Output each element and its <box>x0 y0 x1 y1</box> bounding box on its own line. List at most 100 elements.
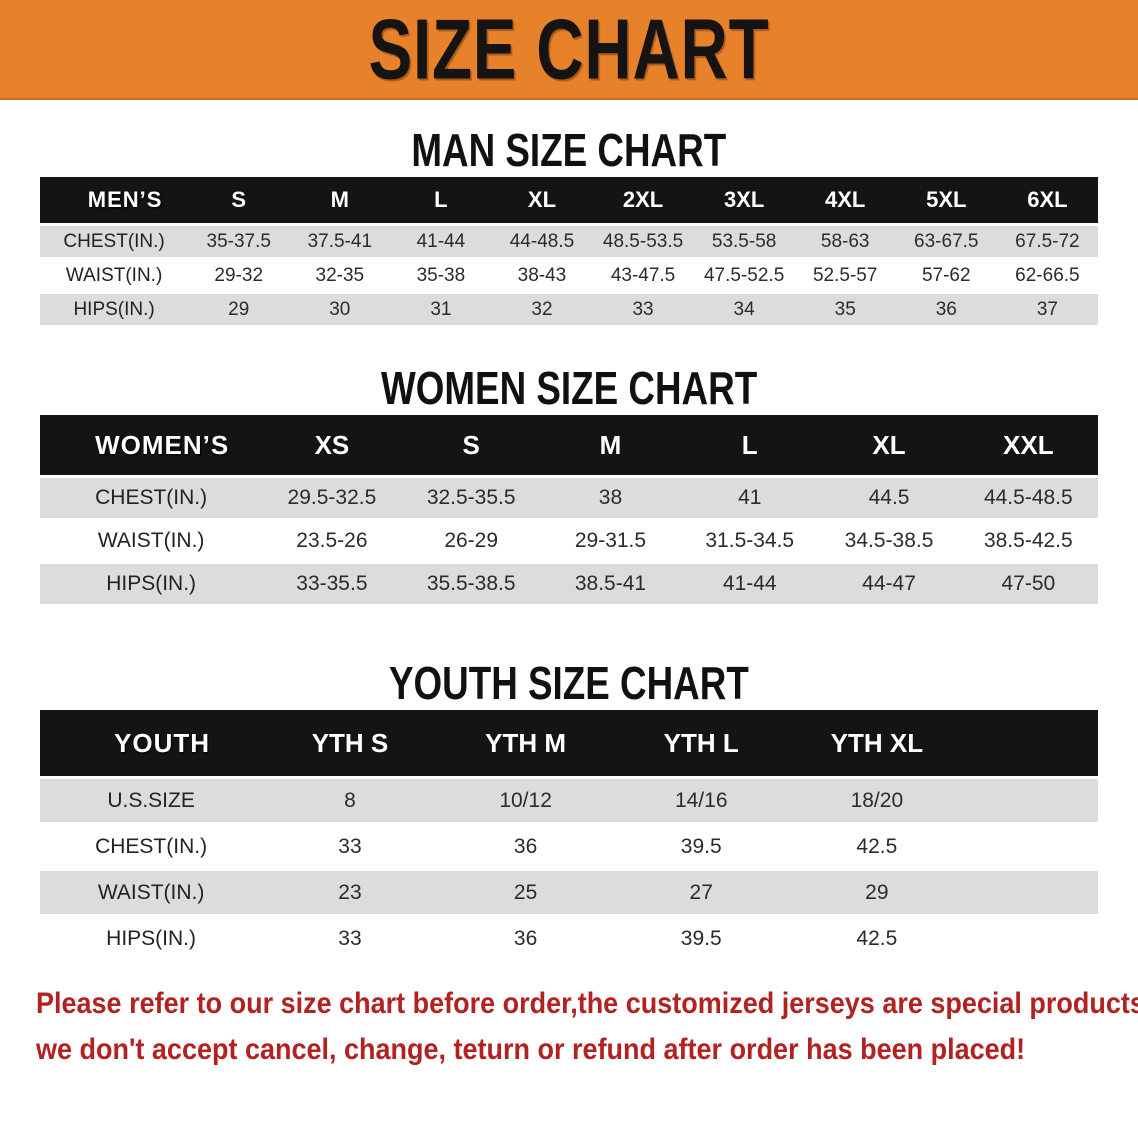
women-waist-row: WAIST(IN.) 23.5-26 26-29 29-31.5 31.5-34… <box>40 521 1098 561</box>
men-col-header: XL <box>491 177 593 223</box>
youth-hips-row: HIPS(IN.) 33 36 39.5 42.5 <box>40 917 1098 960</box>
youth-col-header: YTH L <box>613 710 790 776</box>
men-col-header: S <box>188 177 290 223</box>
cell: 35.5-38.5 <box>401 564 541 604</box>
row-label: WAIST(IN.) <box>40 521 263 561</box>
cell: 37.5-41 <box>289 226 391 257</box>
women-section-heading-text: WOMEN SIZE CHART <box>380 362 758 414</box>
youth-chest-row: CHEST(IN.) 33 36 39.5 42.5 <box>40 825 1098 868</box>
men-section-heading-text: MAN SIZE CHART <box>411 124 727 176</box>
women-col-header: S <box>401 415 541 475</box>
cell: 53.5-58 <box>693 226 795 257</box>
cell: 42.5 <box>789 825 965 868</box>
row-label: WAIST(IN.) <box>40 871 263 914</box>
cell: 52.5-57 <box>794 260 896 291</box>
banner: SIZE CHART <box>0 0 1138 100</box>
cell: 44-47 <box>819 564 959 604</box>
row-label: CHEST(IN.) <box>40 825 263 868</box>
cell: 23 <box>262 871 438 914</box>
youth-size-table: YOUTH YTH S YTH M YTH L YTH XL U.S.SIZE … <box>40 707 1098 963</box>
men-chest-row: CHEST(IN.) 35-37.5 37.5-41 41-44 44-48.5… <box>40 226 1098 257</box>
women-chest-row: CHEST(IN.) 29.5-32.5 32.5-35.5 38 41 44.… <box>40 478 1098 518</box>
men-section-heading: MAN SIZE CHART <box>0 126 1138 174</box>
cell: 29 <box>188 294 290 325</box>
cell: 8 <box>262 779 438 822</box>
cell: 38-43 <box>491 260 593 291</box>
banner-title: SIZE CHART <box>368 1 770 97</box>
cell: 29-31.5 <box>540 521 681 561</box>
disclaimer-line-2: we don't accept cancel, change, teturn o… <box>36 1033 1026 1066</box>
disclaimer: Please refer to our size chart before or… <box>0 981 1138 1073</box>
youth-section-heading: YOUTH SIZE CHART <box>0 659 1138 707</box>
cell: 32.5-35.5 <box>401 478 541 518</box>
cell: 34 <box>693 294 795 325</box>
disclaimer-line-1: Please refer to our size chart before or… <box>36 987 1138 1020</box>
cell: 58-63 <box>794 226 896 257</box>
cell: 33 <box>262 825 438 868</box>
cell: 37 <box>996 294 1098 325</box>
cell: 14/16 <box>613 779 790 822</box>
youth-waist-row: WAIST(IN.) 23 25 27 29 <box>40 871 1098 914</box>
women-col-header: M <box>540 415 681 475</box>
men-col-header: 6XL <box>996 177 1098 223</box>
cell: 63-67.5 <box>895 226 997 257</box>
cell: 44.5-48.5 <box>958 478 1098 518</box>
cell: 33 <box>262 917 438 960</box>
cell: 67.5-72 <box>996 226 1098 257</box>
youth-section-heading-text: YOUTH SIZE CHART <box>389 657 749 709</box>
cell: 47.5-52.5 <box>693 260 795 291</box>
cell: 32 <box>491 294 593 325</box>
cell: 26-29 <box>401 521 541 561</box>
women-corner-label: WOMEN’S <box>40 415 263 475</box>
cell: 47-50 <box>958 564 1098 604</box>
row-label: HIPS(IN.) <box>40 564 263 604</box>
men-col-header: 3XL <box>693 177 795 223</box>
men-size-table: MEN’S S M L XL 2XL 3XL 4XL 5XL 6XL CHEST… <box>40 174 1098 328</box>
cell: 41-44 <box>390 226 492 257</box>
cell: 39.5 <box>613 825 790 868</box>
men-header-row: MEN’S S M L XL 2XL 3XL 4XL 5XL 6XL <box>40 177 1098 223</box>
cell: 25 <box>437 871 614 914</box>
cell: 41 <box>680 478 820 518</box>
cell: 30 <box>289 294 391 325</box>
row-label: CHEST(IN.) <box>40 478 263 518</box>
cell: 48.5-53.5 <box>592 226 694 257</box>
women-header-row: WOMEN’S XS S M L XL XXL <box>40 415 1098 475</box>
youth-col-header: YTH M <box>437 710 614 776</box>
women-size-table: WOMEN’S XS S M L XL XXL CHEST(IN.) 29.5-… <box>40 412 1098 607</box>
youth-col-header: YTH XL <box>789 710 965 776</box>
cell: 33-35.5 <box>262 564 402 604</box>
cell: 31.5-34.5 <box>680 521 820 561</box>
cell: 39.5 <box>613 917 790 960</box>
women-col-header: XL <box>819 415 959 475</box>
cell: 44-48.5 <box>491 226 593 257</box>
cell: 29-32 <box>188 260 290 291</box>
row-label: WAIST(IN.) <box>40 260 189 291</box>
men-col-header: L <box>390 177 492 223</box>
men-corner-label: MEN’S <box>40 177 189 223</box>
cell-spacer <box>964 917 1098 960</box>
cell: 34.5-38.5 <box>819 521 959 561</box>
men-hips-row: HIPS(IN.) 29 30 31 32 33 34 35 36 37 <box>40 294 1098 325</box>
cell: 41-44 <box>680 564 820 604</box>
cell: 36 <box>437 825 614 868</box>
cell: 32-35 <box>289 260 391 291</box>
cell-spacer <box>964 825 1098 868</box>
cell: 31 <box>390 294 492 325</box>
women-hips-row: HIPS(IN.) 33-35.5 35.5-38.5 38.5-41 41-4… <box>40 564 1098 604</box>
cell: 18/20 <box>789 779 965 822</box>
cell: 33 <box>592 294 694 325</box>
cell: 10/12 <box>437 779 614 822</box>
cell: 62-66.5 <box>996 260 1098 291</box>
cell: 38.5-42.5 <box>958 521 1098 561</box>
cell: 38.5-41 <box>540 564 681 604</box>
cell: 35-37.5 <box>188 226 290 257</box>
women-section-heading: WOMEN SIZE CHART <box>0 364 1138 412</box>
cell-spacer <box>964 871 1098 914</box>
cell: 35-38 <box>390 260 492 291</box>
cell: 43-47.5 <box>592 260 694 291</box>
men-col-header: 2XL <box>592 177 694 223</box>
youth-corner-label: YOUTH <box>40 710 263 776</box>
cell: 29.5-32.5 <box>262 478 402 518</box>
